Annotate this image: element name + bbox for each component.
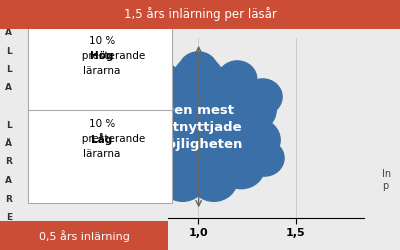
Text: 0,5 års inlärning: 0,5 års inlärning xyxy=(38,230,130,242)
Circle shape xyxy=(226,86,276,133)
Circle shape xyxy=(233,118,280,162)
Text: Ä: Ä xyxy=(5,139,12,148)
Circle shape xyxy=(132,146,179,189)
Text: A: A xyxy=(5,28,12,37)
Text: lärarna: lärarna xyxy=(83,149,121,159)
Circle shape xyxy=(179,52,218,88)
Circle shape xyxy=(116,118,163,162)
Circle shape xyxy=(245,140,284,176)
Text: presterande: presterande xyxy=(59,134,146,144)
Circle shape xyxy=(190,158,237,201)
Text: R: R xyxy=(5,194,12,203)
Text: A: A xyxy=(5,176,12,185)
Circle shape xyxy=(112,140,152,176)
Text: L: L xyxy=(6,120,12,130)
Circle shape xyxy=(114,79,153,115)
Text: 10 %: 10 % xyxy=(89,119,115,129)
Circle shape xyxy=(206,66,253,110)
Circle shape xyxy=(173,56,224,102)
Circle shape xyxy=(159,158,206,201)
Text: Den mest
outnyttjade
möjligheten: Den mest outnyttjade möjligheten xyxy=(154,104,243,151)
Text: 10 %: 10 % xyxy=(89,36,115,46)
Text: 1,5 års inlärning per läsår: 1,5 års inlärning per läsår xyxy=(124,8,276,22)
Circle shape xyxy=(218,61,257,97)
Text: A: A xyxy=(5,84,12,92)
Circle shape xyxy=(120,86,171,133)
Text: Hög: Hög xyxy=(90,51,114,61)
Circle shape xyxy=(218,146,264,189)
Text: presterande: presterande xyxy=(59,51,146,61)
Circle shape xyxy=(144,66,190,110)
Text: L: L xyxy=(6,46,12,56)
Text: R: R xyxy=(5,158,12,166)
Text: E: E xyxy=(6,213,12,222)
Text: In
p: In p xyxy=(382,169,391,191)
Circle shape xyxy=(140,61,179,97)
Circle shape xyxy=(243,79,282,115)
Circle shape xyxy=(146,79,251,176)
Text: Låg: Låg xyxy=(91,133,113,145)
Text: L: L xyxy=(6,65,12,74)
Text: lärarna: lärarna xyxy=(83,66,121,76)
